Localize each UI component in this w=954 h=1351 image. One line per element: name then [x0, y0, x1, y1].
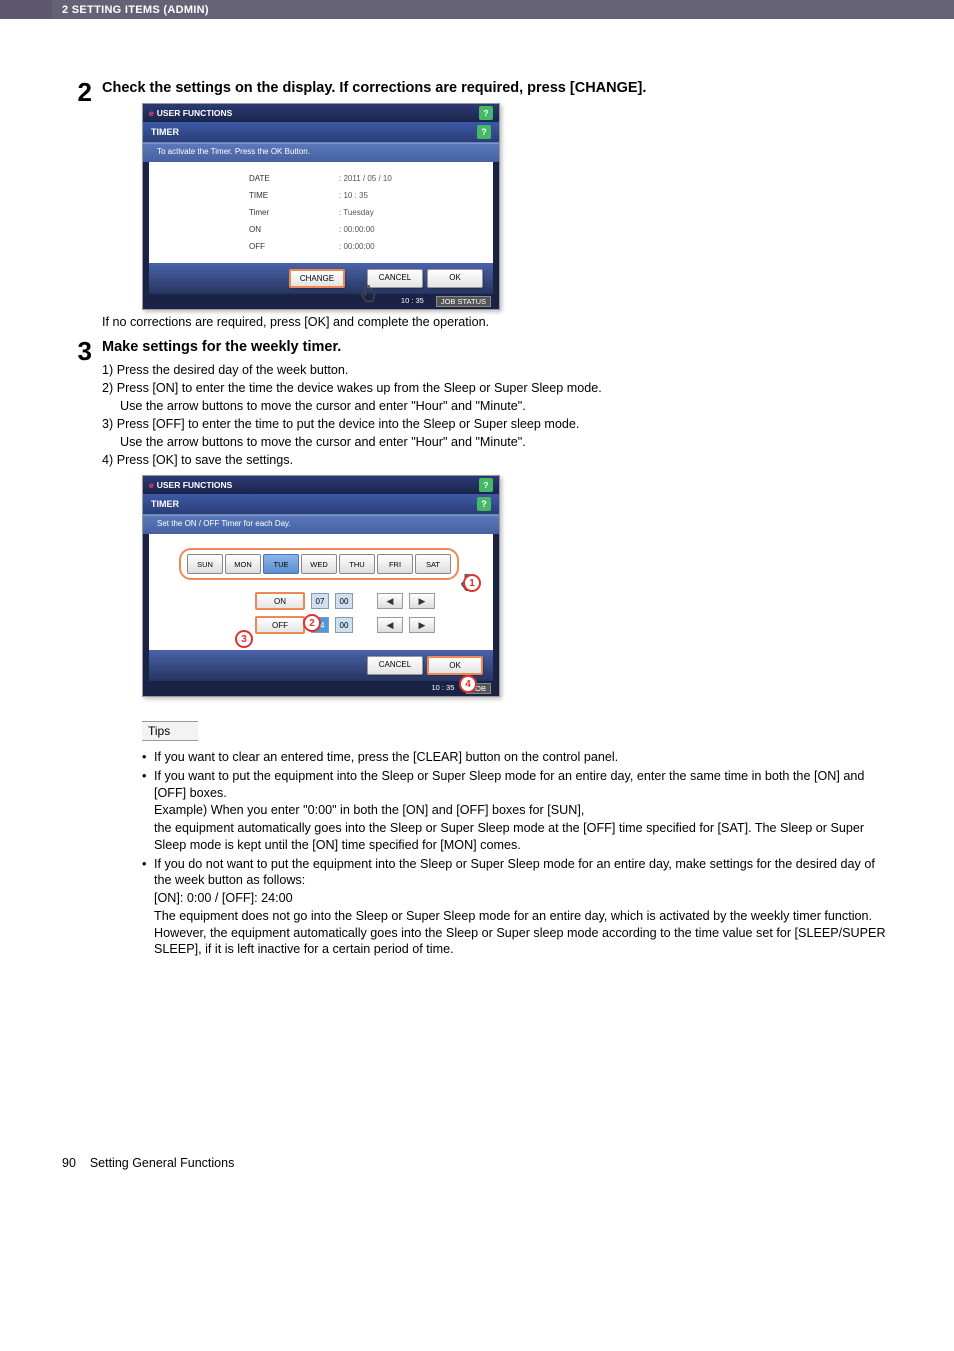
screenshot-status: 10 : 35 JOB 4 [143, 681, 499, 696]
screenshot-titlebar: eUSER FUNCTIONS ? [143, 104, 499, 122]
on-hour[interactable]: 07 [311, 593, 329, 609]
tips-label: Tips [142, 721, 198, 741]
ok-button[interactable]: OK [427, 269, 483, 288]
tips-section: Tips If you want to clear an entered tim… [142, 721, 892, 958]
screenshot-1: eUSER FUNCTIONS ? TIMER ? To activate th… [142, 103, 500, 310]
screenshot-footer: CANCEL OK [143, 650, 499, 681]
step-title: Make settings for the weekly timer. [102, 338, 892, 356]
ok-button[interactable]: OK [427, 656, 483, 675]
screenshot-subtitle: TIMER ? [143, 122, 499, 143]
tip-3: If you do not want to put the equipment … [142, 856, 892, 958]
time-label: TIME [249, 191, 339, 200]
off-minute[interactable]: 00 [335, 617, 353, 633]
screenshot-body: DATE : 2011 / 05 / 10 TIME : 10 : 35 Tim… [143, 162, 499, 263]
on-label: ON [249, 225, 339, 234]
change-button[interactable]: CHANGE [289, 269, 345, 288]
substep-1: 1) Press the desired day of the week but… [102, 362, 892, 379]
date-value: : 2011 / 05 / 10 [339, 174, 473, 183]
substep-4: 4) Press [OK] to save the settings. [102, 452, 892, 469]
off-button-label: OFF [272, 621, 288, 630]
arrow-right[interactable]: ▶ [409, 617, 435, 633]
off-label: OFF [249, 242, 339, 251]
day-wed[interactable]: WED [301, 554, 337, 574]
day-row: SUN MON TUE WED THU FRI SAT [179, 548, 459, 580]
step-number: 3 [62, 338, 92, 364]
page-header: 2 SETTING ITEMS (ADMIN) [0, 0, 954, 19]
screenshot-instruction: To activate the Timer. Press the OK Butt… [143, 143, 499, 162]
screenshot-subtitle: TIMER ? [143, 494, 499, 515]
tip-text: the equipment automatically goes into th… [154, 820, 892, 853]
substep-2a: 2) Press [ON] to enter the time the devi… [102, 380, 892, 397]
tip-text: If you want to put the equipment into th… [154, 768, 892, 801]
off-button[interactable]: OFF 2 [255, 616, 305, 634]
arrow-left[interactable]: ◀ [377, 617, 403, 633]
screenshot-subtitle-text: TIMER [151, 127, 179, 137]
substep-3a: 3) Press [OFF] to enter the time to put … [102, 416, 892, 433]
tip-text: If you want to clear an entered time, pr… [154, 750, 618, 764]
day-sat[interactable]: SAT [415, 554, 451, 574]
screenshot-titlebar: eUSER FUNCTIONS ? [143, 476, 499, 494]
status-time: 10 : 35 [431, 683, 454, 694]
time-value: : 10 : 35 [339, 191, 473, 200]
day-mon[interactable]: MON [225, 554, 261, 574]
tip-text: The equipment does not go into the Sleep… [154, 908, 892, 958]
tip-2: If you want to put the equipment into th… [142, 768, 892, 854]
status-time: 10 : 35 [401, 296, 424, 307]
step-followup: If no corrections are required, press [O… [102, 314, 892, 331]
on-button-label: ON [274, 597, 286, 606]
pointer-icon [357, 283, 379, 305]
on-row: ON 07 00 ◀ ▶ [255, 592, 477, 610]
screenshot-instruction: Set the ON / OFF Timer for each Day. [143, 515, 499, 534]
step-number: 2 [62, 79, 92, 105]
help-icon[interactable]: ? [477, 125, 491, 139]
screenshot-footer: CHANGE CANCEL OK [143, 263, 499, 294]
tip-text: Example) When you enter "0:00" in both t… [154, 802, 892, 819]
screenshot-body: SUN MON TUE WED THU FRI SAT 1 ON 07 [143, 534, 499, 650]
tip-1: If you want to clear an entered time, pr… [142, 749, 892, 766]
screenshot-status: 10 : 35 JOB STATUS [143, 294, 499, 309]
day-tue[interactable]: TUE [263, 554, 299, 574]
day-fri[interactable]: FRI [377, 554, 413, 574]
job-status-button[interactable]: JOB STATUS [436, 296, 491, 307]
help-icon[interactable]: ? [477, 497, 491, 511]
step-3: 3 Make settings for the weekly timer. 1)… [62, 338, 892, 960]
day-sun[interactable]: SUN [187, 554, 223, 574]
page-number: 90 [62, 1156, 76, 1170]
substep-3b: Use the arrow buttons to move the cursor… [102, 434, 892, 451]
date-label: DATE [249, 174, 339, 183]
on-button[interactable]: ON [255, 592, 305, 610]
off-row: OFF 2 24 00 ◀ ▶ 3 [255, 616, 477, 634]
screenshot-2: eUSER FUNCTIONS ? TIMER ? Set the ON / O… [142, 475, 500, 697]
screenshot-title: USER FUNCTIONS [157, 480, 233, 490]
substep-2b: Use the arrow buttons to move the cursor… [102, 398, 892, 415]
step-2: 2 Check the settings on the display. If … [62, 79, 892, 332]
day-thu[interactable]: THU [339, 554, 375, 574]
badge-3: 3 [235, 630, 253, 648]
footer-section: Setting General Functions [90, 1156, 235, 1170]
screenshot-title: USER FUNCTIONS [157, 108, 233, 118]
timer-label: Timer [249, 208, 339, 217]
help-icon[interactable]: ? [479, 478, 493, 492]
arrow-left[interactable]: ◀ [377, 593, 403, 609]
timer-value: : Tuesday [339, 208, 473, 217]
screenshot-subtitle-text: TIMER [151, 499, 179, 509]
step-title: Check the settings on the display. If co… [102, 79, 892, 97]
on-minute[interactable]: 00 [335, 593, 353, 609]
arrow-right[interactable]: ▶ [409, 593, 435, 609]
page-footer: 90 Setting General Functions [0, 966, 954, 1190]
cancel-button[interactable]: CANCEL [367, 656, 423, 675]
off-value: : 00:00:00 [339, 242, 473, 251]
cursor-icon [357, 283, 379, 310]
tip-text: If you do not want to put the equipment … [154, 856, 892, 889]
page-content: 2 Check the settings on the display. If … [0, 19, 954, 960]
tip-text: [ON]: 0:00 / [OFF]: 24:00 [154, 890, 892, 907]
on-value: : 00:00:00 [339, 225, 473, 234]
help-icon[interactable]: ? [479, 106, 493, 120]
